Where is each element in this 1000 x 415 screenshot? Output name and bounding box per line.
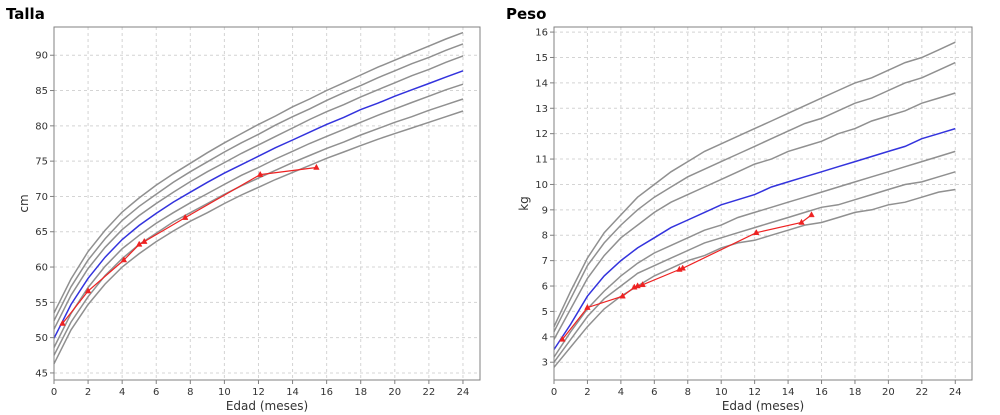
peso-patient-point <box>584 303 591 310</box>
peso-patient-point <box>634 282 641 289</box>
peso-y-tick-label: 10 <box>535 180 548 191</box>
talla-x-tick-label: 24 <box>457 387 470 398</box>
peso-curve-p3 <box>553 171 956 363</box>
peso-patient-point <box>559 335 566 342</box>
talla-chart: 0 2 4 6 8 10 12 14 16 18 20 22 244550556065707580859… <box>17 26 481 413</box>
talla-patient-point <box>256 170 264 177</box>
talla-patient-point <box>141 237 148 244</box>
peso-y-tick-label: 4 <box>542 332 548 343</box>
talla-y-tick-label: 45 <box>35 368 48 379</box>
peso-patient-point <box>753 228 760 235</box>
talla-plot-border <box>53 26 481 381</box>
peso-x-tick-label: 4 <box>618 387 624 398</box>
talla-patient-point <box>313 163 320 170</box>
talla-patient-point <box>181 213 189 220</box>
peso-x-tick-label: 24 <box>949 387 962 398</box>
talla-y-tick-label: 90 <box>35 51 48 62</box>
talla-curve-p3 <box>53 98 464 356</box>
peso-curve-p97 <box>553 61 956 333</box>
talla-y-tick-label: 60 <box>35 263 48 274</box>
peso-y-tick-label: 15 <box>535 53 548 64</box>
peso-patient-point <box>808 211 815 218</box>
talla-x-tick-label: 2 <box>85 387 91 398</box>
talla-plot-area <box>54 27 480 380</box>
peso-x-tick-label: 10 <box>715 387 728 398</box>
peso-chart-panel: Peso 0 2 4 6 8 10 12 14 16 18 20 22 24 3 4 5 6 7 8 9 10 11 12 1… <box>500 0 1000 415</box>
peso-x-tick-label: 6 <box>651 387 657 398</box>
peso-chart: 0 2 4 6 8 10 12 14 16 18 20 22 243456789101112131415… <box>517 26 973 413</box>
talla-y-tick-label: 55 <box>35 298 48 309</box>
talla-y-tick-label: 80 <box>35 121 48 132</box>
peso-curve-p85 <box>553 92 956 340</box>
talla-y-axis-label: cm <box>17 194 31 212</box>
talla-y-tick-label: 50 <box>35 333 48 344</box>
peso-x-tick-label: 8 <box>685 387 691 398</box>
talla-x-tick-label: 6 <box>153 387 159 398</box>
peso-y-tick-label: 9 <box>542 205 548 216</box>
peso-patient-point <box>679 264 686 271</box>
peso-x-tick-label: 0 <box>551 387 557 398</box>
peso-plot-border <box>553 26 973 381</box>
peso-y-tick-label: 12 <box>535 129 548 140</box>
peso-x-tick-label: 2 <box>584 387 590 398</box>
talla-x-tick-label: 0 <box>51 387 57 398</box>
talla-patient-point <box>135 240 143 247</box>
peso-y-tick-label: 13 <box>535 104 548 115</box>
peso-chart-title: Peso <box>506 5 547 23</box>
talla-curve-p99 <box>53 31 464 314</box>
peso-curve-p15 <box>553 150 956 358</box>
talla-curve-p97 <box>53 43 464 322</box>
peso-x-tick-label: 22 <box>915 387 928 398</box>
peso-y-axis-label: kg <box>517 196 531 211</box>
peso-patient-point <box>619 292 626 299</box>
talla-y-tick-label: 75 <box>35 157 48 168</box>
peso-x-tick-label: 18 <box>849 387 862 398</box>
talla-patient-point <box>84 287 92 294</box>
peso-curve-p50 <box>553 127 956 350</box>
talla-patient-point <box>59 319 66 326</box>
talla-x-tick-label: 18 <box>354 387 367 398</box>
talla-x-tick-label: 20 <box>388 387 401 398</box>
talla-y-tick-label: 85 <box>35 86 48 97</box>
talla-x-tick-label: 8 <box>187 387 193 398</box>
talla-x-tick-label: 12 <box>252 387 265 398</box>
talla-x-tick-label: 16 <box>320 387 333 398</box>
talla-patient-point <box>120 256 128 263</box>
talla-curve-p1 <box>53 110 464 365</box>
talla-y-tick-label: 65 <box>35 227 48 238</box>
peso-patient-point <box>798 218 805 225</box>
talla-curve-p85 <box>53 55 464 330</box>
peso-y-tick-label: 16 <box>535 28 548 39</box>
talla-curve-p50 <box>53 70 464 339</box>
peso-curve-p99 <box>553 41 956 328</box>
peso-x-tick-label: 14 <box>782 387 795 398</box>
peso-x-tick-label: 20 <box>882 387 895 398</box>
talla-x-tick-label: 22 <box>423 387 436 398</box>
peso-x-tick-label: 12 <box>748 387 761 398</box>
peso-y-tick-label: 14 <box>535 78 548 89</box>
peso-x-tick-label: 16 <box>815 387 828 398</box>
peso-y-tick-label: 6 <box>542 282 548 293</box>
talla-chart-panel: Talla 0 2 4 6 8 10 12 14 16 18 20 22 24 45 50 55 60 65 70 7… <box>0 0 490 415</box>
peso-y-tick-label: 11 <box>535 155 548 166</box>
peso-patient-point <box>639 281 646 288</box>
talla-curve-p15 <box>53 83 464 348</box>
talla-x-tick-label: 4 <box>119 387 125 398</box>
talla-x-axis-label: Edad (meses) <box>226 399 308 413</box>
peso-y-tick-label: 7 <box>542 256 548 267</box>
talla-x-tick-label: 10 <box>218 387 231 398</box>
talla-x-tick-label: 14 <box>286 387 299 398</box>
peso-y-tick-label: 5 <box>542 307 548 318</box>
peso-y-tick-label: 3 <box>542 358 548 369</box>
talla-y-tick-label: 70 <box>35 192 48 203</box>
peso-plot-area <box>554 27 972 380</box>
peso-y-tick-label: 8 <box>542 231 548 242</box>
peso-x-axis-label: Edad (meses) <box>722 399 804 413</box>
talla-chart-title: Talla <box>6 5 45 23</box>
